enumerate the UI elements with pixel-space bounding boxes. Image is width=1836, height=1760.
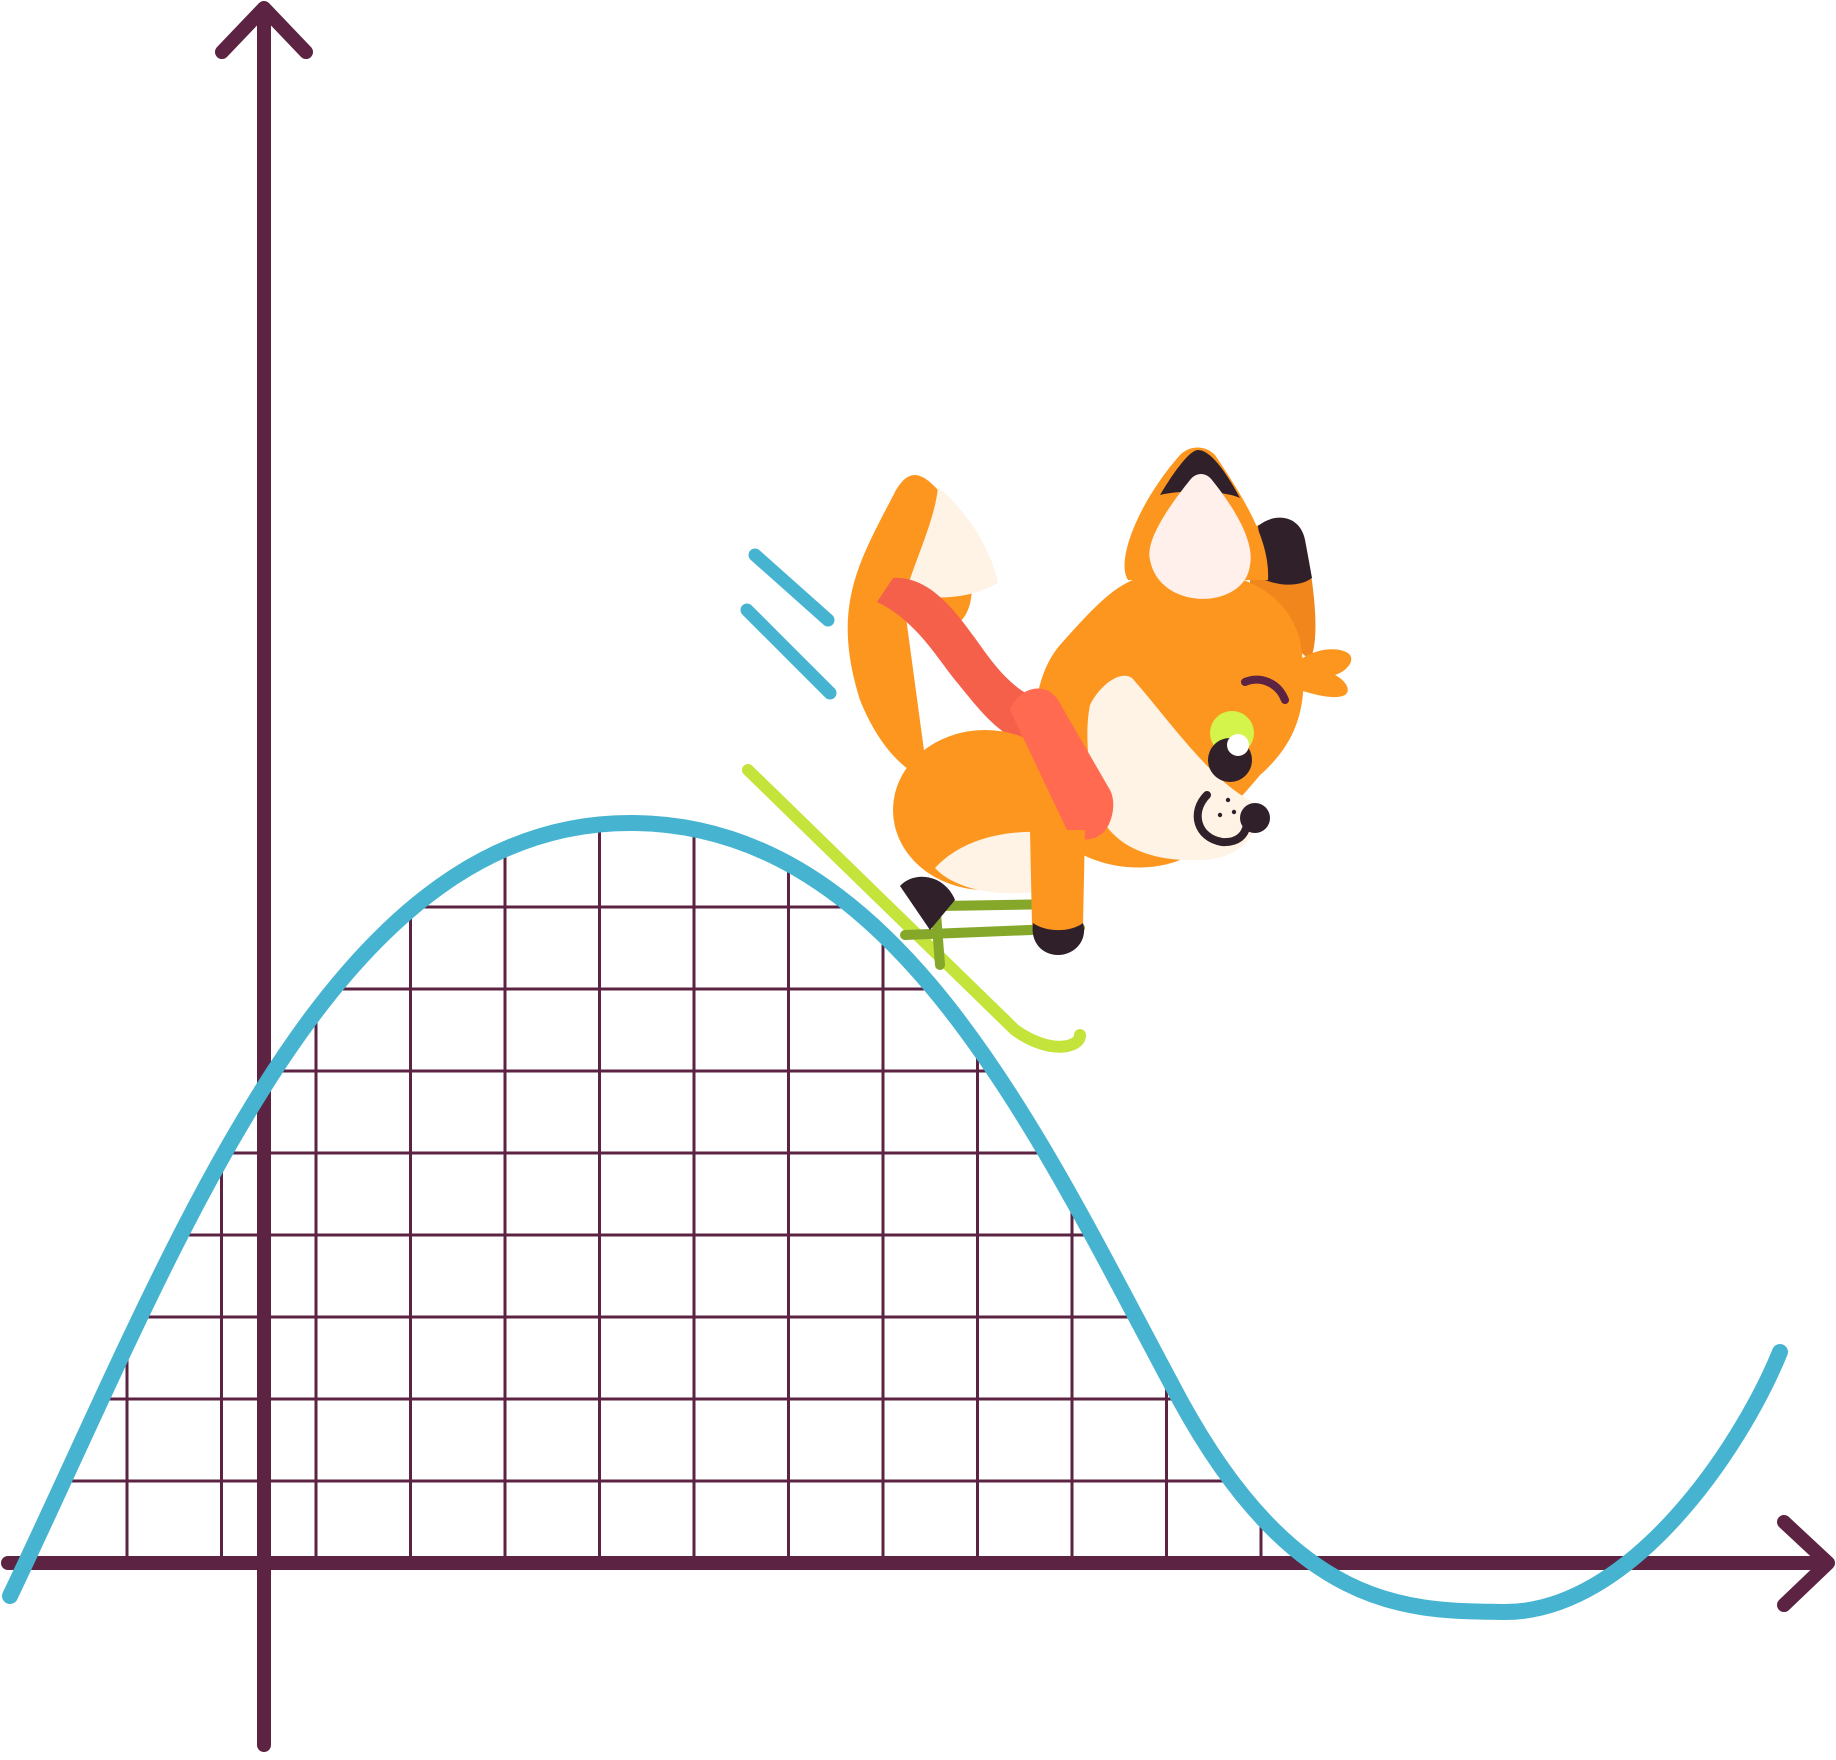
fox-whisker-tuft xyxy=(1300,649,1352,698)
fox-ski xyxy=(742,764,1086,1053)
fox-front-leg xyxy=(1030,830,1085,933)
fox-front-boot xyxy=(1032,923,1085,955)
speed-lines xyxy=(740,548,837,700)
fox-mouth xyxy=(1193,791,1251,847)
y-axis-arrowhead xyxy=(215,1,313,59)
fox-head xyxy=(1034,447,1352,868)
fox-back-boot xyxy=(900,876,955,930)
x-axis xyxy=(1,1515,1835,1612)
fox-tail xyxy=(847,475,998,780)
sine-curve xyxy=(2,814,1788,1621)
fox-ear-inner xyxy=(1149,474,1251,599)
fox-eye xyxy=(1208,711,1254,782)
y-axis xyxy=(215,1,313,1752)
fox-freckles xyxy=(1217,797,1237,818)
fox-muzzle xyxy=(1087,675,1257,861)
fox-eyebrow-wink xyxy=(1241,675,1289,704)
fox-character xyxy=(742,447,1352,1053)
x-axis-arrowhead xyxy=(1777,1515,1835,1612)
fox-scarf xyxy=(1010,688,1114,840)
